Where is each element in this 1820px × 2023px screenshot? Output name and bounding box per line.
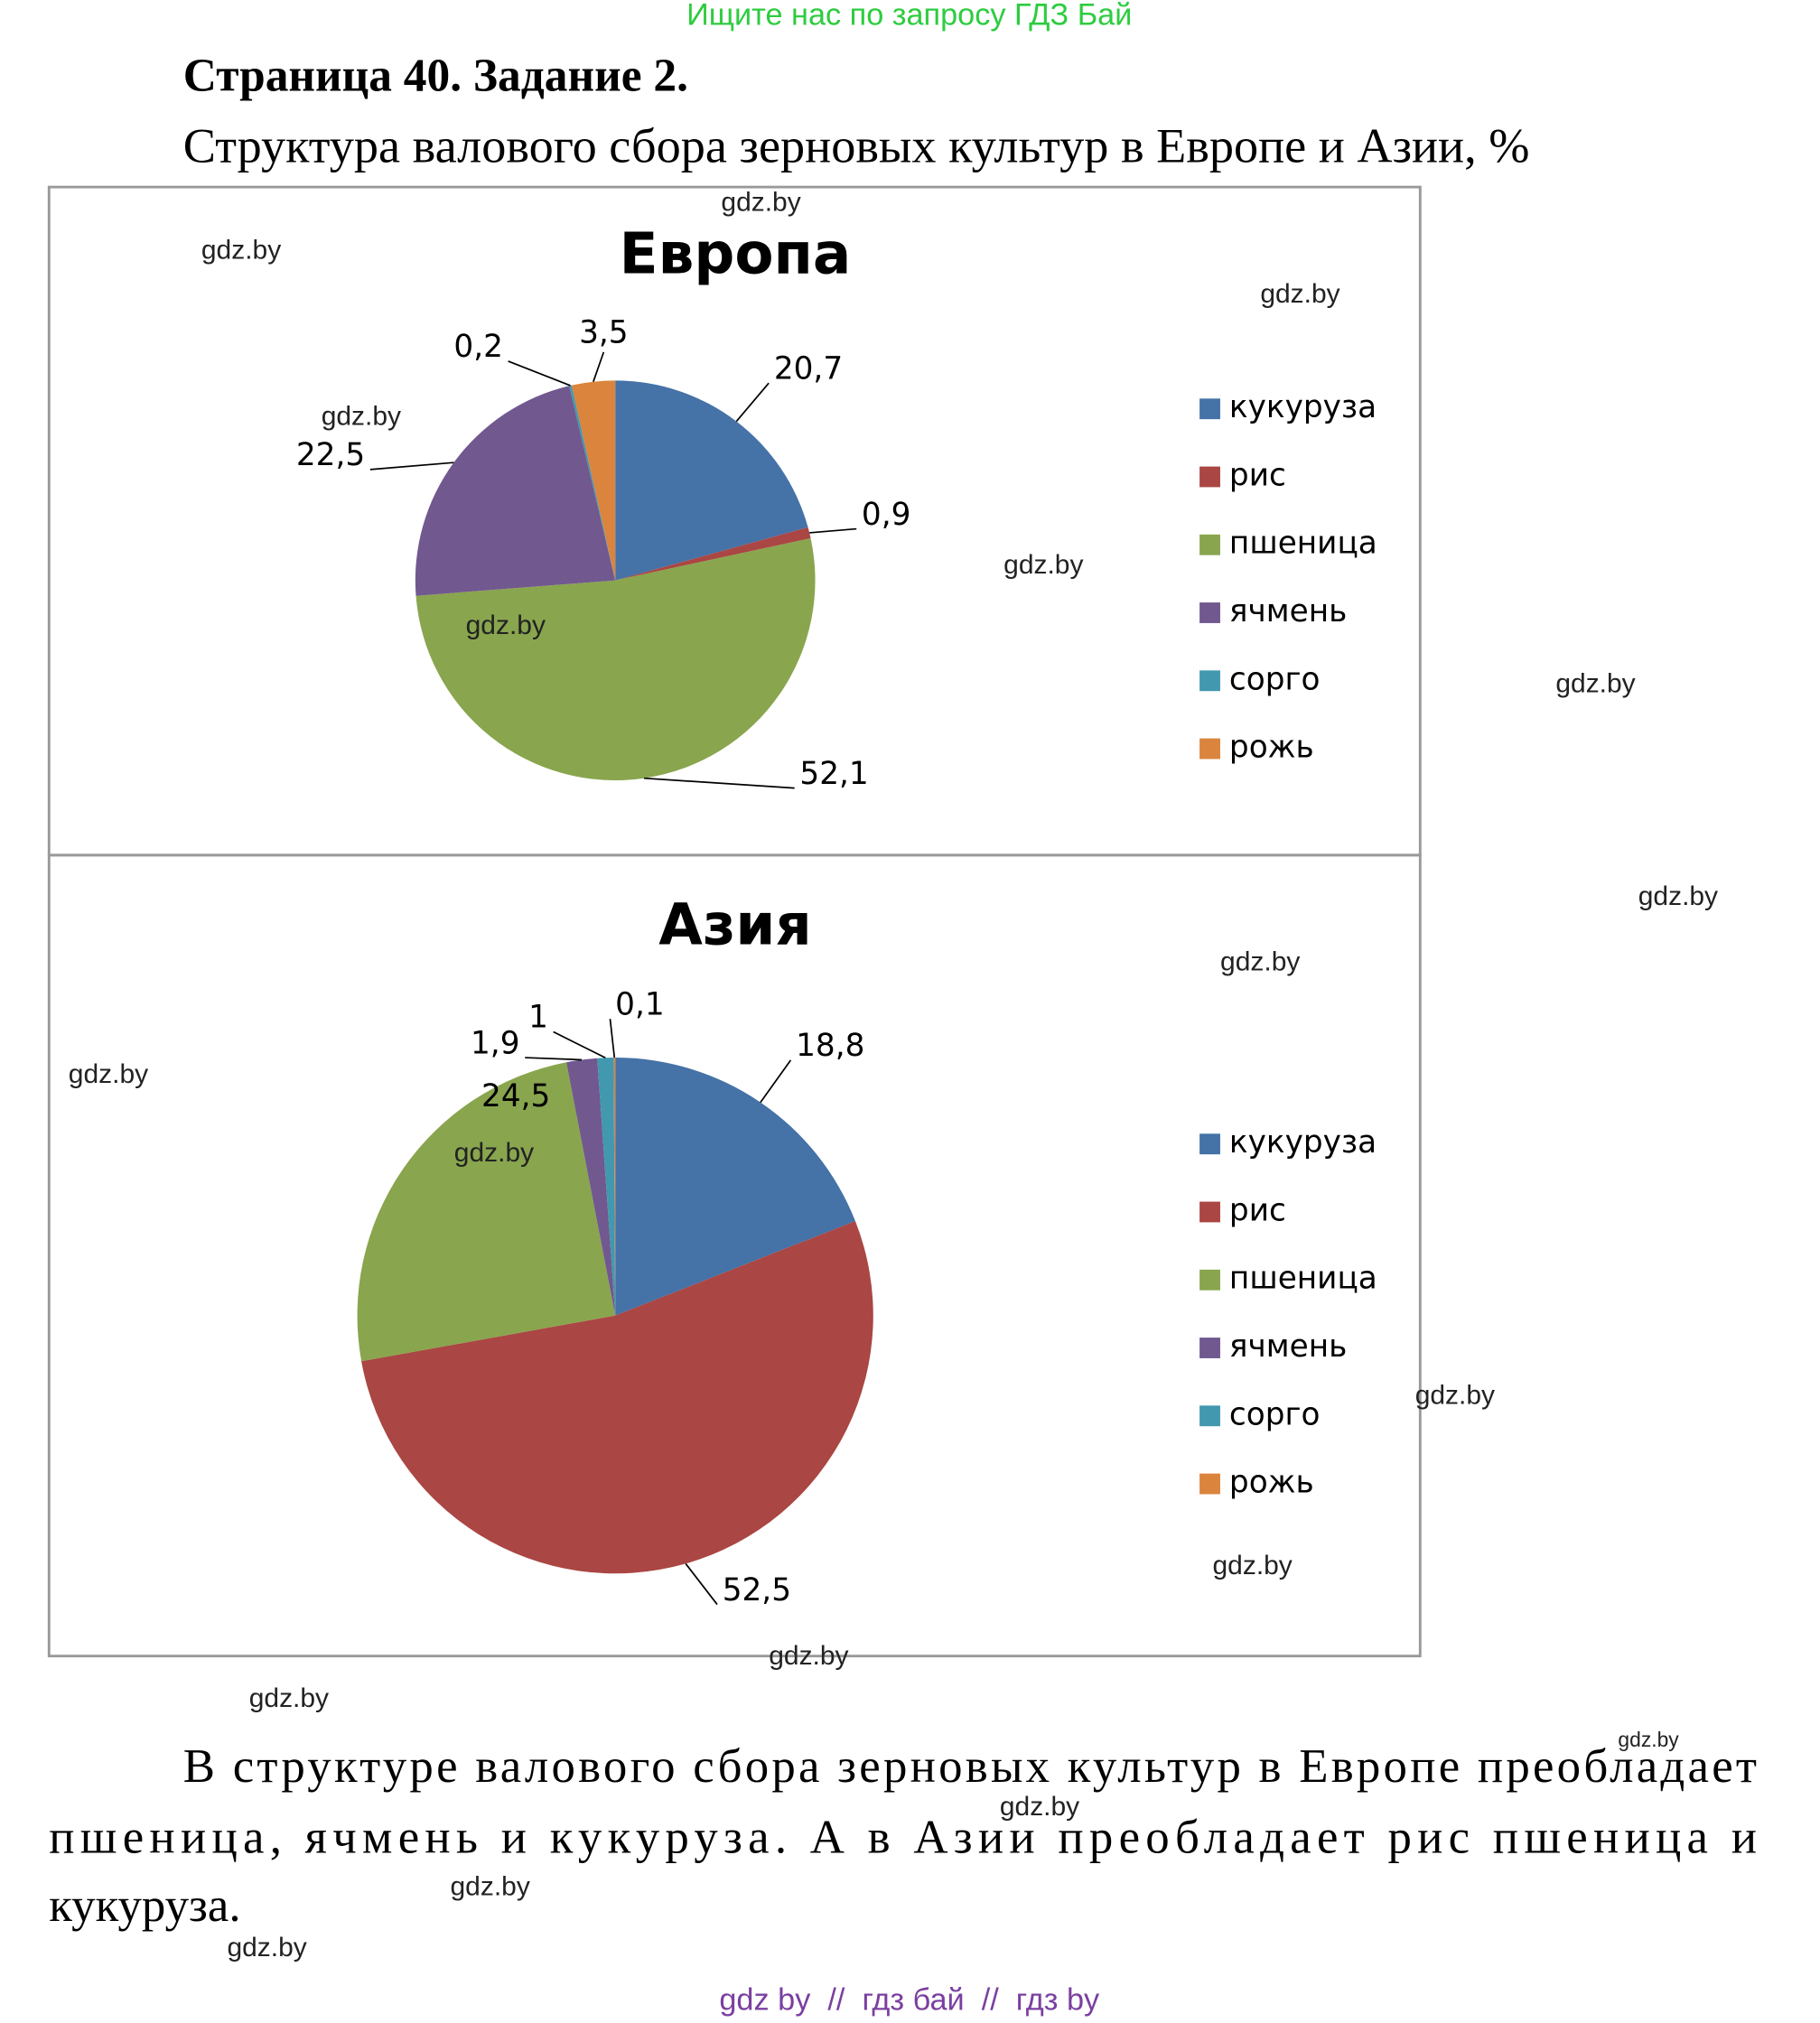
legend-swatch — [1199, 1338, 1220, 1358]
legend-label: ячмень — [1229, 593, 1347, 629]
pie-slice — [615, 1058, 855, 1316]
legend-label: рис — [1229, 457, 1286, 493]
leader-line — [760, 1059, 792, 1104]
watermark: gdz.by — [1618, 1728, 1679, 1751]
legend-label: ячмень — [1229, 1328, 1347, 1365]
legend-label: рожь — [1229, 1465, 1314, 1501]
legend-swatch — [1199, 1133, 1220, 1155]
watermark: gdz.by — [1220, 947, 1300, 977]
leader-line — [609, 1019, 616, 1058]
pie-slice — [613, 1058, 616, 1316]
watermark: gdz.by — [1638, 881, 1718, 911]
watermark: gdz.by — [769, 1641, 848, 1671]
watermark: gdz.by — [1213, 1551, 1293, 1580]
watermark: gdz.by — [1415, 1381, 1495, 1411]
paragraph-line: пшеница, ячмень и кукуруза. А в Азии пре… — [49, 1811, 1757, 1863]
data-label: 0,9 — [862, 497, 910, 533]
watermark: gdz.by — [451, 1872, 530, 1902]
data-label: 24,5 — [481, 1078, 550, 1114]
data-label: 20,7 — [774, 350, 843, 387]
pie-slice — [415, 538, 816, 781]
watermark: gdz.by — [1260, 279, 1339, 309]
watermark: gdz.by — [69, 1059, 148, 1089]
header: Ищите нас по запросу ГДЗ Бай — [686, 0, 1132, 33]
watermark: gdz.by — [1003, 550, 1083, 580]
legend-swatch — [1199, 738, 1220, 760]
leader-line — [735, 382, 770, 423]
chart-frame — [47, 853, 1422, 1658]
leader-line — [685, 1562, 718, 1606]
pie-slice — [615, 380, 808, 581]
legend-label: пшеница — [1229, 1261, 1377, 1297]
watermark: gdz.by — [227, 1933, 306, 1962]
data-label: 18,8 — [796, 1028, 864, 1064]
watermark: gdz.by — [454, 1138, 534, 1168]
footer: gdz by // гдз бай // гдз by — [719, 1982, 1100, 2017]
legend-label: сорго — [1229, 661, 1321, 697]
leader-line — [644, 777, 795, 789]
data-label: 0,1 — [615, 986, 665, 1022]
legend-swatch — [1199, 466, 1220, 488]
pie-slice — [571, 380, 616, 581]
watermark: gdz.by — [466, 611, 546, 640]
data-label: 0,2 — [453, 329, 503, 365]
legend-swatch — [1199, 670, 1220, 692]
watermark: gdz.by — [1000, 1792, 1079, 1822]
legend-label: пшеница — [1229, 526, 1377, 562]
legend-swatch — [1199, 602, 1220, 623]
legend-swatch — [1199, 1473, 1220, 1495]
data-label: 3,5 — [579, 314, 629, 350]
watermark: gdz.by — [721, 188, 800, 218]
data-label: 52,1 — [799, 756, 868, 792]
data-label: 1,9 — [471, 1025, 520, 1061]
pie-slice — [569, 385, 616, 581]
legend-label: рис — [1229, 1192, 1286, 1228]
leader-line — [508, 360, 571, 387]
leader-line — [553, 1030, 606, 1059]
title: Страница 40. Задание 2. — [183, 50, 688, 101]
legend-label: сорго — [1229, 1396, 1321, 1432]
paragraph-line: В структуре валового сбора зерновых куль… — [183, 1740, 1757, 1793]
legend-swatch — [1199, 1201, 1220, 1223]
legend-swatch — [1199, 534, 1220, 555]
chart-title: Азия — [658, 891, 812, 957]
pie-slice — [361, 1220, 873, 1574]
legend-swatch — [1199, 1269, 1220, 1291]
leader-line — [809, 527, 857, 534]
data-label: 22,5 — [296, 437, 365, 473]
watermark: gdz.by — [249, 1683, 329, 1713]
legend-swatch — [1199, 398, 1220, 420]
pie-slice — [566, 1058, 616, 1316]
legend-swatch — [1199, 1405, 1220, 1427]
watermark: gdz.by — [1555, 668, 1635, 698]
pie-slice — [615, 527, 811, 581]
chart-title: Европа — [620, 221, 852, 287]
data-label: 52,5 — [723, 1572, 791, 1608]
pie-slice — [415, 386, 616, 596]
subtitle: Структура валового сбора зерновых культу… — [183, 119, 1530, 173]
legend-label: кукуруза — [1229, 389, 1377, 425]
legend-label: рожь — [1229, 730, 1314, 766]
pie-slice — [597, 1058, 616, 1316]
watermark: gdz.by — [322, 402, 401, 432]
pie-slice — [357, 1062, 616, 1362]
paragraph-line: кукуруза. — [49, 1879, 240, 1932]
watermark: gdz.by — [201, 235, 281, 265]
leader-line — [369, 461, 454, 471]
data-label: 1 — [528, 1000, 548, 1036]
leader-line — [593, 351, 605, 382]
legend-label: кукуруза — [1229, 1124, 1377, 1161]
leader-line — [525, 1057, 583, 1061]
